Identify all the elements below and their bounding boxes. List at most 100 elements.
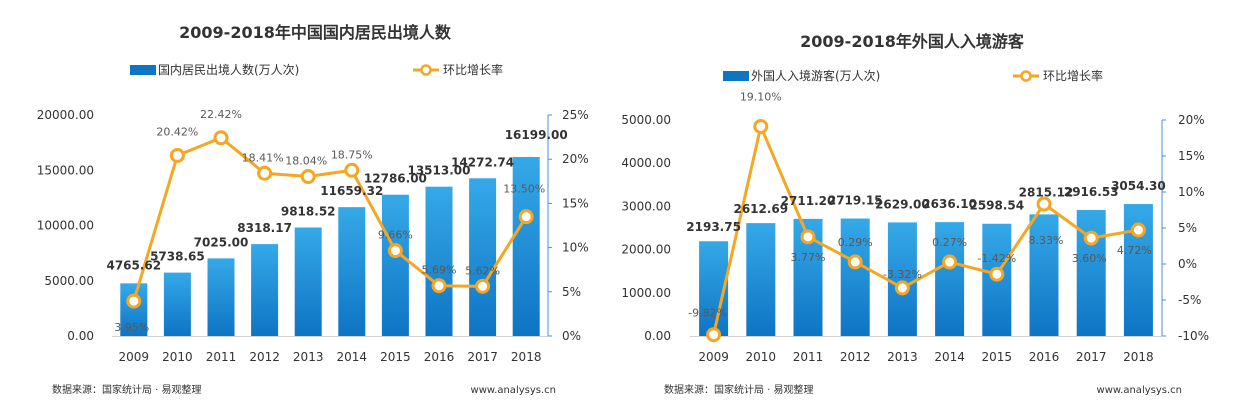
bar <box>746 223 776 336</box>
x-tick-label: 2010 <box>746 350 777 364</box>
bar <box>425 186 453 336</box>
chart-title: 2009-2018年外国人入境游客 <box>800 32 1025 51</box>
y-tick-label: 3000.00 <box>621 199 671 213</box>
y2-tick-label: -5% <box>1178 293 1201 307</box>
y-tick-label: 4000.00 <box>621 156 671 170</box>
bar <box>935 222 965 336</box>
growth-value-label: 19.10% <box>740 90 782 103</box>
bar-value-label: 2636.10 <box>922 197 977 211</box>
bar <box>294 227 322 336</box>
growth-line <box>712 124 1139 336</box>
bar-value-label: 12786.00 <box>364 172 427 186</box>
bar-value-label: 3054.30 <box>1111 179 1166 193</box>
growth-point <box>475 278 491 294</box>
legend-line-marker <box>420 64 432 76</box>
growth-value-label: -1.42% <box>977 252 1016 265</box>
growth-value-label: 5.69% <box>422 264 457 277</box>
bar-value-label: 9818.52 <box>281 205 336 219</box>
growth-point <box>213 130 229 146</box>
growth-line <box>132 136 528 302</box>
growth-point <box>431 278 447 294</box>
growth-point <box>894 280 910 296</box>
growth-value-label: 18.75% <box>331 148 373 161</box>
x-tick-label: 2018 <box>1123 350 1154 364</box>
bar-value-label: 4765.62 <box>106 258 161 272</box>
growth-value-label: 22.42% <box>200 108 242 121</box>
y-tick-label: 5000.00 <box>621 113 671 127</box>
growth-value-label: 8.33% <box>1029 234 1064 247</box>
growth-point <box>706 327 722 343</box>
growth-value-label: 0.27% <box>932 236 967 249</box>
source-note: 数据来源：国家统计局 · 易观整理 <box>664 383 814 396</box>
bar <box>840 218 870 336</box>
website-label: www.analysys.cn <box>1097 385 1182 396</box>
growth-value-label: 13.50% <box>503 183 545 196</box>
bar-value-label: 11659.32 <box>320 184 383 198</box>
growth-point <box>387 243 403 259</box>
y2-tick-label: 15% <box>1178 149 1205 163</box>
bar <box>469 178 497 336</box>
x-tick-label: 2011 <box>206 350 237 364</box>
bar-value-label: 2629.00 <box>875 197 930 211</box>
x-tick-label: 2016 <box>424 350 455 364</box>
bar <box>1029 214 1059 336</box>
y-tick-label: 10000.00 <box>37 219 94 233</box>
growth-value-label: 3.60% <box>1072 252 1107 265</box>
legend-bar-label: 国内居民出境人数(万人次) <box>158 62 299 77</box>
x-tick-label: 2017 <box>1076 350 1107 364</box>
bar-value-label: 2612.69 <box>733 202 788 216</box>
growth-point <box>169 147 185 163</box>
bar-value-label: 7025.00 <box>194 235 249 249</box>
bar-value-label: 16199.00 <box>505 128 568 142</box>
legend-line-label: 环比增长率 <box>1043 68 1103 83</box>
bar <box>1076 210 1106 336</box>
bar-value-label: 2815.12 <box>1019 185 1074 199</box>
y2-tick-label: 25% <box>562 108 589 122</box>
y2-tick-label: 5% <box>562 285 581 299</box>
bar-value-label: 2916.53 <box>1064 185 1119 199</box>
y-tick-label: 2000.00 <box>621 243 671 257</box>
growth-value-label: 18.41% <box>242 151 284 164</box>
growth-point <box>1083 230 1099 246</box>
bar-value-label: 2711.20 <box>781 194 836 208</box>
x-tick-label: 2012 <box>249 350 280 364</box>
x-tick-label: 2013 <box>293 350 324 364</box>
growth-value-label: 20.42% <box>156 125 198 138</box>
x-tick-label: 2009 <box>119 350 150 364</box>
legend-line-label: 环比增长率 <box>443 62 503 77</box>
growth-point <box>344 162 360 178</box>
bar <box>163 272 191 336</box>
growth-value-label: 3.95% <box>114 321 149 334</box>
growth-value-label: 18.04% <box>285 155 327 168</box>
growth-point <box>257 165 273 181</box>
x-tick-label: 2009 <box>698 350 729 364</box>
growth-point <box>300 169 316 185</box>
bar-value-label: 5738.65 <box>150 250 205 264</box>
y2-tick-label: 20% <box>562 152 589 166</box>
x-tick-label: 2016 <box>1029 350 1060 364</box>
source-note: 数据来源：国家统计局 · 易观整理 <box>52 383 202 396</box>
bar-value-label: 8318.17 <box>237 221 292 235</box>
growth-value-label: -9.82% <box>688 307 727 320</box>
y-tick-label: 15000.00 <box>37 163 94 177</box>
y-tick-label: 0.00 <box>644 329 671 343</box>
y-tick-label: 20000.00 <box>37 108 94 122</box>
growth-point <box>753 118 769 134</box>
growth-point <box>800 229 816 245</box>
y2-tick-label: 15% <box>562 196 589 210</box>
y-tick-label: 0.00 <box>67 329 94 343</box>
bar <box>512 157 540 336</box>
chart-title: 2009-2018年中国国内居民出境人数 <box>179 23 452 42</box>
x-tick-label: 2017 <box>467 350 498 364</box>
growth-value-label: 0.29% <box>838 236 873 249</box>
growth-point <box>942 254 958 270</box>
y2-tick-label: 0% <box>1178 257 1197 271</box>
y2-tick-label: 10% <box>1178 185 1205 199</box>
y2-tick-label: 10% <box>562 241 589 255</box>
growth-value-label: -3.32% <box>883 268 922 281</box>
growth-value-label: 9.66% <box>378 229 413 242</box>
growth-point <box>126 293 142 309</box>
growth-point <box>1130 222 1146 238</box>
legend-bar-label: 外国人入境游客(万人次) <box>751 68 880 83</box>
